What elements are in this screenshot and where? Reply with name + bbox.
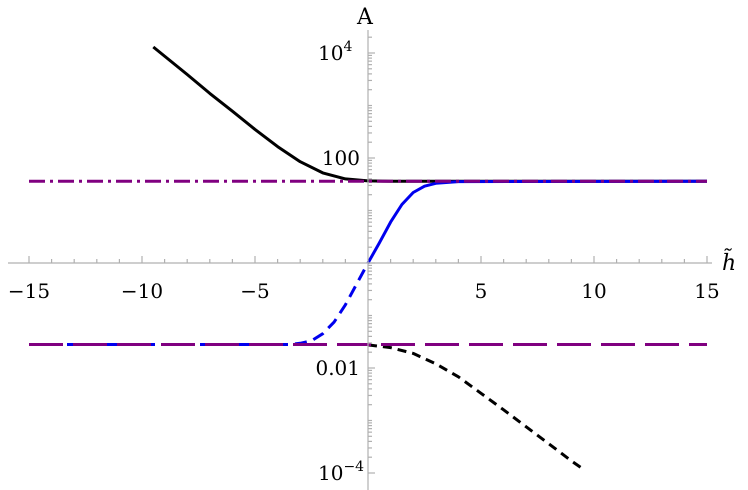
plot-area: −15 −10 −5 5 10 15 10−4 0.01 100 104 bbox=[8, 30, 720, 490]
x-tick-label: −5 bbox=[240, 279, 269, 303]
x-tick-label: −15 bbox=[8, 279, 50, 303]
series-line-1 bbox=[152, 45, 707, 183]
x-tick-label: 15 bbox=[694, 279, 719, 303]
series-line-2 bbox=[367, 343, 584, 471]
y-tick-label: 10−4 bbox=[318, 459, 364, 485]
y-tick-label: 104 bbox=[318, 39, 352, 65]
series-line-4 bbox=[29, 262, 370, 346]
x-tick-label: 10 bbox=[581, 279, 606, 303]
tick-layer bbox=[28, 36, 708, 474]
x-tick-label: −10 bbox=[121, 279, 163, 303]
y-tick-label: 0.01 bbox=[315, 356, 360, 380]
y-tick-label: 100 bbox=[322, 146, 360, 170]
y-axis-title: A bbox=[356, 5, 374, 30]
tick-label-layer: −15 −10 −5 5 10 15 10−4 0.01 100 104 bbox=[8, 39, 720, 485]
x-tick-label: 5 bbox=[475, 279, 488, 303]
x-axis-title: h̃ bbox=[722, 249, 736, 276]
series-line-3 bbox=[366, 179, 708, 264]
